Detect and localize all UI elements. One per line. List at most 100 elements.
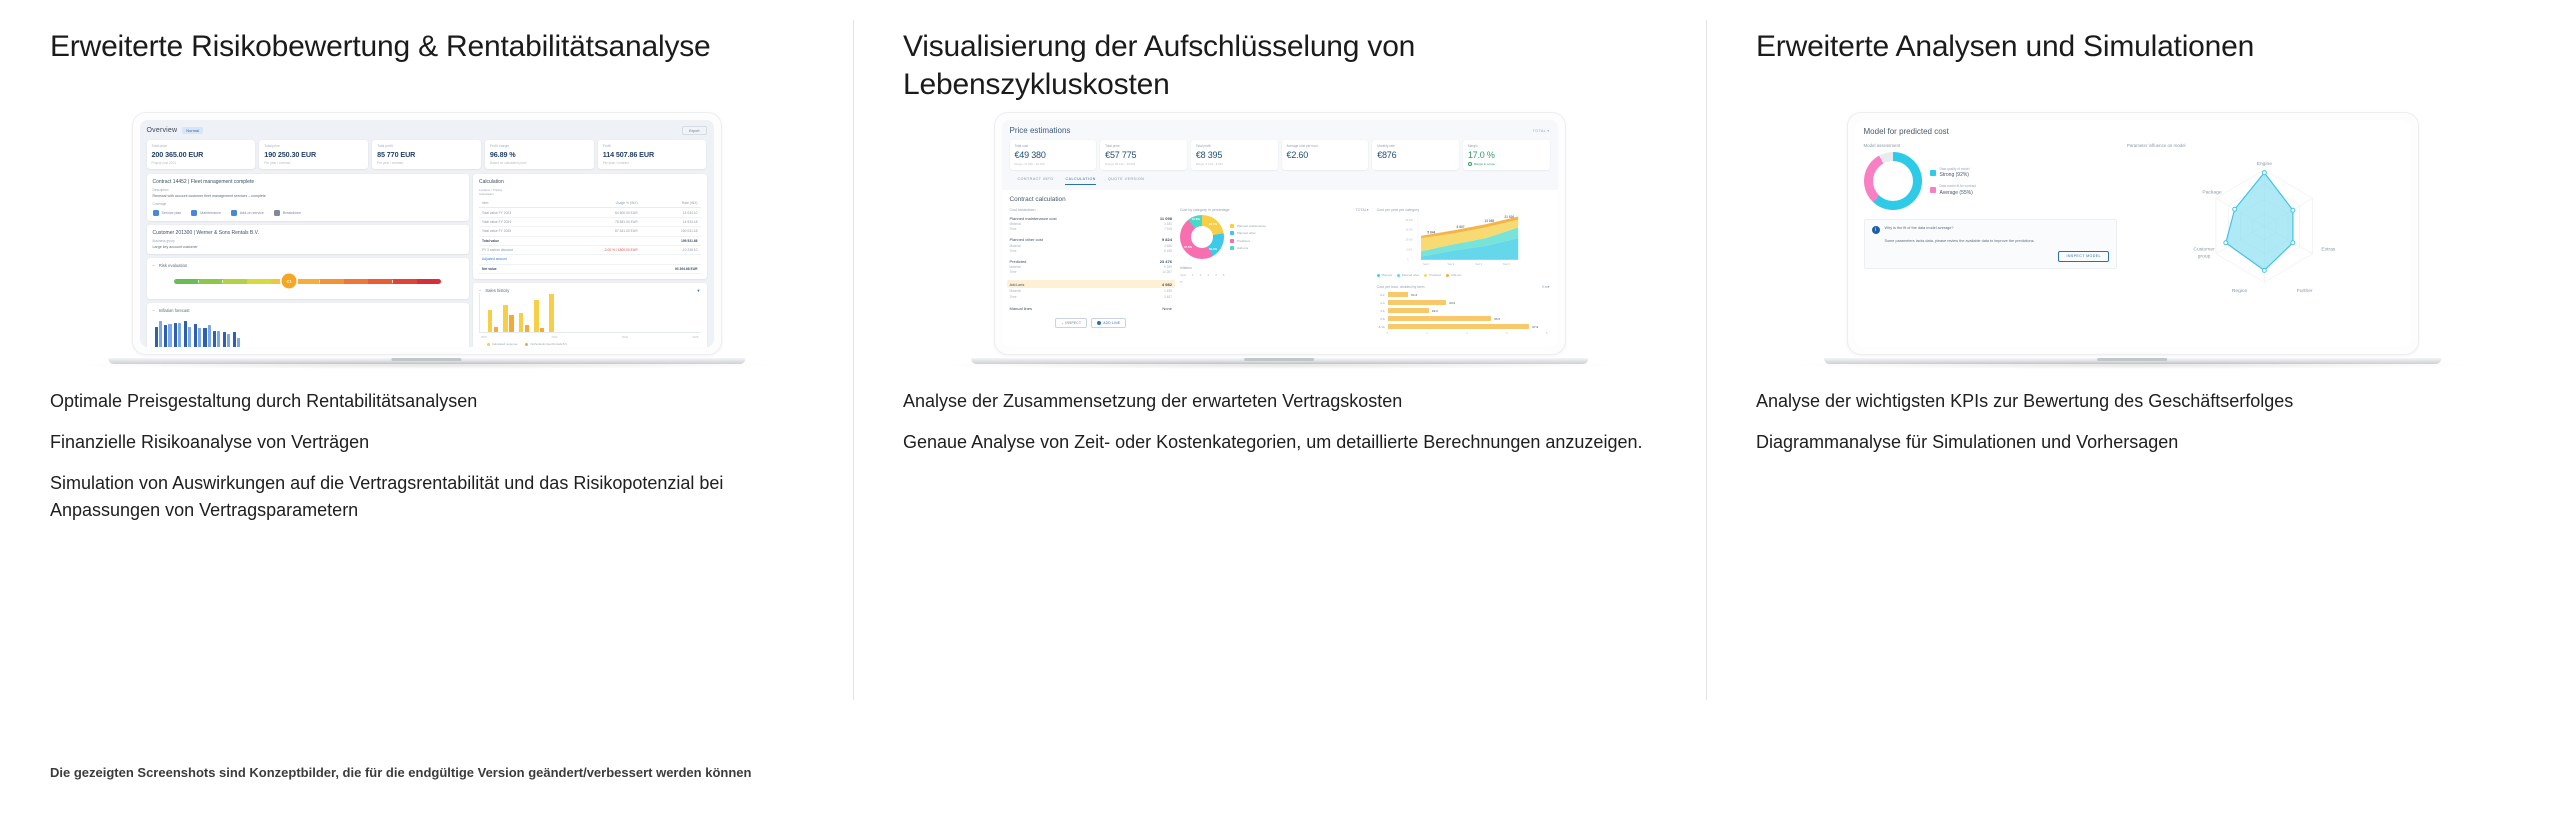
inspect-button[interactable]: ⌄ INSPECT: [1055, 317, 1088, 328]
legend-entry: Add-ons: [1446, 273, 1462, 277]
column-title: Erweiterte Risikobewertung & Rentabilitä…: [50, 30, 711, 63]
inflation-panel-header[interactable]: − Inflation forecast: [153, 308, 463, 313]
laptop-shadow: [1795, 361, 2470, 369]
export-button[interactable]: Export: [682, 126, 707, 135]
kpi-total-price: Total price €57 775 Range: 56 142 – 59 5…: [1100, 140, 1187, 170]
hbar-selector[interactable]: Km▾: [1542, 285, 1550, 289]
axis-tick: 0: [1386, 331, 1389, 335]
cost-per-year-area-chart: 5 844 8 807 13 085 21 626 0 5 000 10 000: [1405, 215, 1520, 266]
kpi-value: €2.60: [1286, 150, 1309, 160]
hbar-axis: 0 2 4 6 8: [1377, 331, 1550, 335]
assessment-legend: Data quality of model Strong (92%): [1929, 167, 1977, 196]
risk-panel-title: Risk evaluation: [158, 263, 188, 268]
model-assessment-panel: Model assessment: [1863, 143, 2117, 301]
model-title: Model for predicted cost: [1863, 127, 1949, 136]
radar-axis-label: Customer: [2193, 247, 2215, 253]
plus-icon: [1097, 320, 1102, 325]
legend-entry: Planned maintenance: [1229, 223, 1266, 228]
legend-swatch: [1229, 231, 1234, 236]
legend-entry: Data quality of model Strong (92%): [1929, 167, 1977, 178]
breakdown-row-manual: Manual lines None: [1009, 305, 1172, 311]
cost-category-donut: 22.3% 19.4% 47.5% 10.8%: [1179, 215, 1224, 259]
radar-axis-label: group: [2198, 254, 2211, 260]
collapse-icon: −: [152, 308, 155, 313]
bar-group: [164, 324, 172, 347]
laptop-base: [107, 358, 746, 364]
check-circle-icon: [1467, 162, 1472, 166]
kpi-card: Profit 114 507.86 EUR Per year / contrac…: [597, 140, 707, 169]
kpi-value: €8 395: [1195, 150, 1223, 160]
kpi-avg-cost-per-hour: Average cost per hour €2.60: [1281, 140, 1369, 170]
tab-quote-version[interactable]: QUOTE VERSION: [1107, 177, 1145, 181]
bar-group: [203, 325, 211, 347]
axis-tick: 2025: [692, 335, 699, 339]
calculation-grid: Cost breakdown Planned maintenance cost 1…: [1006, 208, 1550, 335]
sales-panel-header[interactable]: − Sales history ▼: [479, 288, 701, 293]
donut-total-selector[interactable]: TOTAL▾: [1355, 208, 1369, 212]
kpi-sub: Per year / contract: [264, 161, 291, 165]
kpi-range: Range: 8 143 – 8 646: [1195, 162, 1223, 166]
kpi-value: 200 365.00 EUR: [151, 150, 204, 159]
table-row[interactable]: Adjusted amount: [478, 254, 701, 265]
hbar-row: 8-10 €7.9: [1378, 324, 1539, 329]
kpi-value: €49 380: [1014, 150, 1046, 160]
sales-bar-chart: [478, 293, 701, 333]
dashboard-right-column: Calculation Location / Pricing Calculati…: [472, 174, 707, 347]
svg-text:15 000: 15 000: [1405, 229, 1413, 231]
laptop-shadow: [942, 361, 1617, 369]
svg-text:Year 2: Year 2: [1447, 263, 1455, 266]
bar-group: [534, 300, 545, 332]
tab-contract-info[interactable]: CONTRACT INFO: [1017, 177, 1054, 181]
kpi-card: Total price 200 365.00 EUR Project cost …: [146, 140, 256, 169]
laptop-notch: [391, 358, 462, 361]
inflation-bar-chart: [153, 313, 463, 347]
kpi-value: €57 775: [1105, 150, 1137, 160]
filter-icon[interactable]: ▼: [696, 288, 701, 293]
donut-label: 10.8%: [1191, 217, 1200, 221]
donut-label: 47.5%: [1183, 245, 1192, 249]
price-estimations-app: Price estimations TOTAL ▾ Total cost €49…: [1001, 120, 1558, 347]
svg-text:5 000: 5 000: [1406, 249, 1412, 251]
donut-caption: Cost by category in percentage: [1179, 208, 1230, 212]
legend-value: Strong (92%): [1939, 172, 1969, 178]
risk-gauge-knob[interactable]: C1: [281, 273, 297, 289]
inflation-forecast-panel: − Inflation forecast: [146, 303, 469, 347]
svg-text:10 000: 10 000: [1405, 239, 1413, 241]
laptop-screen: Overview Normal Export Total price 200 3…: [139, 120, 714, 347]
coverage-tag: Service plan: [152, 210, 181, 216]
legend-swatch: [1229, 246, 1234, 251]
kpi-value: €876: [1377, 150, 1397, 160]
tab-calculation[interactable]: CALCULATION: [1065, 177, 1096, 185]
add-line-button[interactable]: ADD LINE: [1091, 317, 1127, 328]
laptop-notch: [2097, 358, 2168, 361]
inflation-row-label: Year: [1179, 273, 1186, 277]
total-selector[interactable]: TOTAL ▾: [1532, 128, 1550, 133]
table-row: Total value FY 2024 78 581.00 EUR 14 934…: [478, 217, 701, 228]
svg-text:0: 0: [1407, 260, 1409, 262]
area-value-label: 8 807: [1456, 225, 1464, 229]
status-badge: Normal: [182, 127, 204, 134]
kpi-label: Total price: [151, 144, 167, 148]
bullet-list: Optimale Preisgestaltung durch Rentabili…: [50, 388, 803, 524]
footnote-disclaimer: Die gezeigten Screenshots sind Konzeptbi…: [50, 765, 752, 780]
table-row: FY 3 carbon discount -2.00 % / 1800.00 E…: [478, 245, 701, 256]
breakdown-sub-time: Time 3 487: [1009, 294, 1172, 299]
inspect-model-button[interactable]: INSPECT MODEL: [2058, 250, 2109, 262]
kpi-sub: Per year / contract: [602, 161, 629, 165]
breakdown-sub-material: Material 9 209: [1009, 264, 1172, 269]
kpi-label: Total profit: [377, 144, 393, 148]
kpi-label: Average cost per hour: [1286, 144, 1318, 148]
column-risk-assessment: Erweiterte Risikobewertung & Rentabilitä…: [0, 0, 853, 725]
bullet-item: Analyse der Zusammensetzung der erwartet…: [903, 391, 1403, 411]
kpi-value: 190 250.30 EUR: [264, 150, 317, 159]
legend-entry: Planned: [1376, 273, 1392, 277]
radar-axis-label: Package: [2202, 189, 2221, 195]
inflation-pct-row: %: [1180, 280, 1369, 284]
bar-group: [193, 324, 201, 347]
info-icon: i: [1871, 226, 1880, 234]
laptop-lid: Price estimations TOTAL ▾ Total cost €49…: [993, 112, 1566, 355]
laptop-lid: Model for predicted cost Model assessmen…: [1846, 112, 2419, 355]
risk-panel-header[interactable]: − Risk evaluation: [153, 263, 463, 268]
column-header: Rate (INX): [640, 199, 701, 209]
model-info-note: i Why is the fit of the data model avera…: [1863, 219, 2117, 269]
